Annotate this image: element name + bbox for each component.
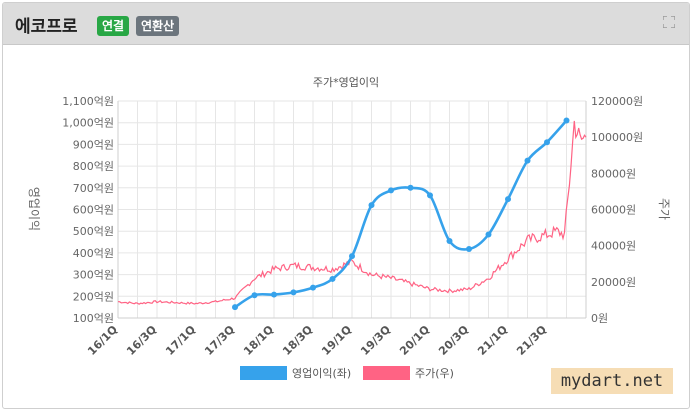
x-tick-label: 21/1Q	[475, 323, 510, 358]
left-axis-ticks: 1,100억원 1,000억원 900억원 800억원 700억원 600억원 500억원 4…	[62, 95, 114, 325]
operating-profit-point	[524, 157, 531, 164]
price-line	[118, 120, 587, 305]
right-tick-label: 60000원	[591, 204, 636, 217]
annualized-badge[interactable]: 연환산	[136, 16, 180, 36]
series-layer	[118, 117, 587, 311]
chart-area: 주가*영업이익 1,100억원 1,000억원 900억원 800억원 700억원 600…	[27, 76, 671, 380]
operating-profit-point	[505, 196, 511, 203]
left-axis-label: 영업이익	[27, 187, 41, 231]
left-tick-label: 1,100억원	[62, 95, 114, 108]
x-tick-label: 16/3Q	[124, 323, 159, 358]
operating-profit-point	[485, 231, 492, 238]
x-tick-label: 19/3Q	[358, 323, 393, 358]
operating-profit-point	[544, 139, 550, 146]
x-tick-label: 18/1Q	[241, 323, 276, 358]
x-tick-label: 17/1Q	[163, 323, 198, 358]
x-tick-label: 20/3Q	[436, 323, 471, 358]
operating-profit-point	[290, 289, 297, 296]
x-tick-label: 21/3Q	[514, 323, 549, 358]
left-tick-label: 900억원	[73, 138, 114, 151]
company-name: 에코프로	[15, 17, 78, 37]
right-tick-label: 80000원	[591, 167, 636, 180]
chart-card: 에코프로 연결 연환산 주가*영업이익 1,100억원 1,000억원 900억원 8…	[2, 2, 690, 409]
left-tick-label: 1,000억원	[62, 117, 114, 130]
right-tick-label: 120000원	[591, 95, 643, 108]
operating-profit-point	[271, 291, 277, 298]
left-tick-label: 100억원	[73, 312, 114, 325]
operating-profit-point	[349, 253, 355, 260]
operating-profit-point	[232, 304, 238, 311]
operating-profit-point	[446, 237, 453, 244]
operating-profit-point	[368, 202, 375, 209]
x-tick-label: 19/1Q	[319, 323, 354, 358]
watermark: mydart.net	[551, 368, 673, 394]
right-tick-label: 100000원	[591, 131, 643, 144]
right-tick-label: 20000원	[591, 276, 636, 289]
left-tick-label: 600억원	[73, 204, 114, 217]
operating-profit-point	[563, 117, 570, 124]
consolidated-badge[interactable]: 연결	[97, 16, 130, 36]
operating-profit-point	[388, 187, 394, 194]
operating-profit-point	[407, 184, 414, 191]
left-tick-label: 700억원	[73, 182, 114, 195]
chart-title: 주가*영업이익	[313, 76, 379, 89]
x-tick-label: 20/1Q	[397, 323, 432, 358]
legend: 영업이익(좌) 주가(우)	[240, 366, 454, 380]
right-tick-label: 0원	[591, 312, 608, 325]
operating-profit-point	[466, 245, 472, 252]
operating-profit-point	[427, 192, 433, 199]
operating-profit-point	[251, 292, 258, 299]
left-tick-label: 400억원	[73, 247, 114, 260]
operating-profit-point	[329, 275, 336, 282]
legend-swatch	[240, 366, 287, 380]
operating-profit-point	[310, 284, 316, 291]
right-tick-label: 40000원	[591, 240, 636, 253]
legend-label: 주가(우)	[415, 367, 454, 380]
expand-icon[interactable]	[663, 16, 675, 28]
grid-lines	[117, 100, 587, 319]
left-tick-label: 500억원	[73, 225, 114, 238]
right-axis-label: 주가	[657, 198, 671, 220]
x-axis-ticks: 16/1Q 16/3Q 17/1Q 17/3Q 18/1Q 18/3Q 19/1Q 19/3Q…	[85, 323, 549, 358]
x-tick-label: 17/3Q	[202, 323, 237, 358]
x-tick-label: 18/3Q	[280, 323, 315, 358]
card-header: 에코프로 연결 연환산	[3, 3, 689, 45]
left-tick-label: 800억원	[73, 160, 114, 173]
legend-label: 영업이익(좌)	[292, 367, 351, 380]
legend-swatch	[363, 366, 410, 380]
right-axis-ticks: 120000원 100000원 80000원 60000원 40000원 20000원 0원	[591, 95, 643, 325]
left-tick-label: 300억원	[73, 269, 114, 282]
left-tick-label: 200억원	[73, 290, 114, 303]
x-tick-label: 16/1Q	[85, 323, 120, 358]
